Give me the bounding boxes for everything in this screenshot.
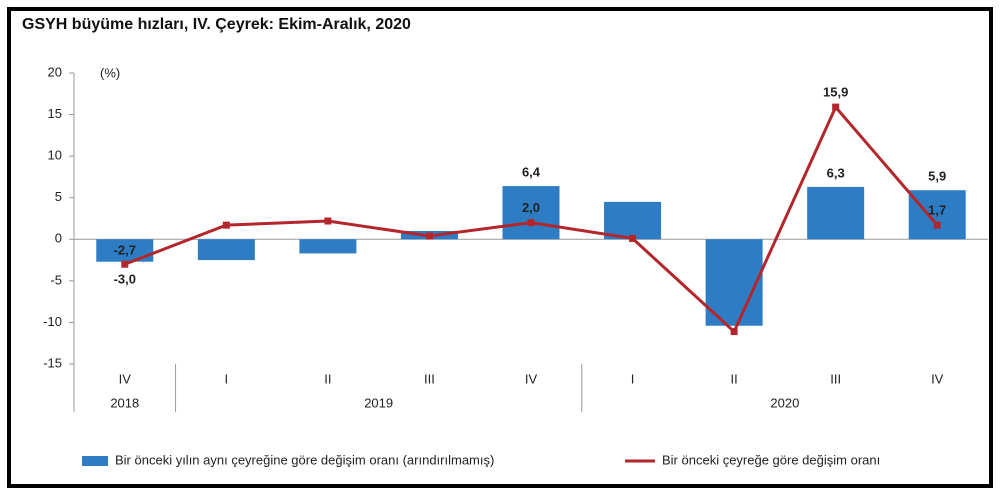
y-tick-label: 15 — [48, 106, 62, 121]
line-value-label: 2,0 — [522, 200, 540, 215]
x-tick-label: III — [424, 371, 435, 386]
bar-value-label: 6,4 — [522, 165, 541, 180]
bar-value-label: -2,7 — [114, 243, 136, 258]
line-marker — [629, 234, 637, 242]
bar — [604, 201, 662, 240]
x-tick-label: IV — [119, 371, 132, 386]
line-marker — [832, 103, 840, 111]
y-tick-label: 20 — [48, 64, 62, 79]
line-marker — [222, 221, 230, 229]
bar — [705, 239, 763, 326]
x-tick-label: III — [830, 371, 841, 386]
chart-title: GSYH büyüme hızları, IV. Çeyrek: Ekim-Ar… — [22, 16, 411, 33]
group-label: 2019 — [364, 395, 393, 410]
group-label: 2020 — [770, 395, 799, 410]
group-label: 2018 — [110, 395, 139, 410]
line-marker — [527, 219, 535, 227]
y-tick-label: 0 — [55, 231, 62, 246]
bar — [299, 239, 357, 254]
x-tick-label: I — [225, 371, 229, 386]
legend-label: Bir önceki çeyreğe göre değişim oranı — [662, 452, 880, 467]
line-value-label: 1,7 — [928, 203, 946, 218]
bar-value-label: 5,9 — [928, 169, 946, 184]
line-value-label: 15,9 — [823, 85, 848, 100]
legend-label: Bir önceki yılın aynı çeyreğine göre değ… — [115, 452, 494, 467]
bar — [502, 186, 560, 240]
bar — [197, 239, 255, 261]
line-marker — [933, 221, 941, 229]
x-tick-label: II — [324, 371, 331, 386]
bar — [908, 190, 966, 240]
x-tick-label: IV — [931, 371, 944, 386]
y-axis-label: (%) — [100, 65, 120, 80]
line-marker — [425, 232, 433, 240]
y-tick-label: -5 — [50, 272, 62, 287]
frame — [7, 7, 993, 488]
legend-swatch — [82, 456, 108, 466]
x-tick-label: II — [730, 371, 737, 386]
x-tick-label: I — [631, 371, 635, 386]
line-marker — [121, 260, 129, 268]
y-tick-label: 5 — [55, 189, 62, 204]
x-tick-label: IV — [525, 371, 538, 386]
y-tick-label: 10 — [48, 148, 62, 163]
line-marker — [730, 328, 738, 336]
y-tick-label: -10 — [43, 314, 62, 329]
bar-value-label: 6,3 — [827, 165, 845, 180]
y-tick-label: -15 — [43, 355, 62, 370]
bar — [96, 239, 154, 262]
line-marker — [324, 217, 332, 225]
bar — [807, 186, 865, 240]
line-value-label: -3,0 — [114, 272, 136, 287]
